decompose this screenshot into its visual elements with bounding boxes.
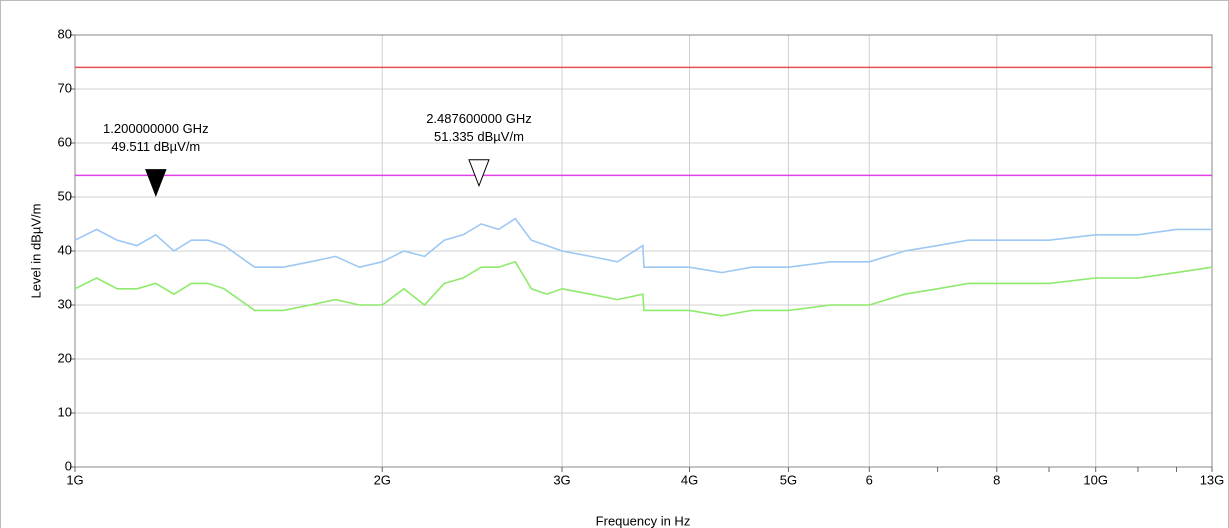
y-tick-label: 40	[58, 242, 72, 257]
y-tick-label: 60	[58, 134, 72, 149]
trace	[74, 217, 1212, 274]
y-tick-label: 10	[58, 404, 72, 419]
x-tick-label: 13G	[1200, 472, 1225, 487]
marker-level: 51.335 dBµV/m	[434, 129, 524, 144]
marker-freq: 1.200000000 GHz	[103, 121, 209, 136]
x-tick-label: 2G	[374, 472, 391, 487]
y-tick-label: 0	[65, 458, 72, 473]
x-tick-label: 3G	[553, 472, 570, 487]
marker-freq: 2.487600000 GHz	[426, 111, 532, 126]
x-tick-label: 5G	[780, 472, 797, 487]
marker	[468, 159, 490, 188]
x-tick-label: 1G	[66, 472, 83, 487]
y-tick-label: 80	[58, 26, 72, 41]
x-tick-label: 4G	[681, 472, 698, 487]
marker-level: 49.511 dBµV/m	[111, 139, 200, 154]
y-tick-label: 70	[58, 80, 72, 95]
marker	[145, 169, 167, 198]
y-axis-label: Level in dBµV/m	[28, 204, 43, 299]
y-tick-label: 20	[58, 350, 72, 365]
x-tick-label: 8	[993, 472, 1000, 487]
x-tick-label: 10G	[1083, 472, 1108, 487]
trace	[74, 260, 1213, 317]
x-axis-label: Frequency in Hz	[596, 513, 691, 528]
y-tick-label: 30	[58, 296, 72, 311]
y-tick-label: 50	[58, 188, 72, 203]
x-tick-label: 6	[866, 472, 873, 487]
